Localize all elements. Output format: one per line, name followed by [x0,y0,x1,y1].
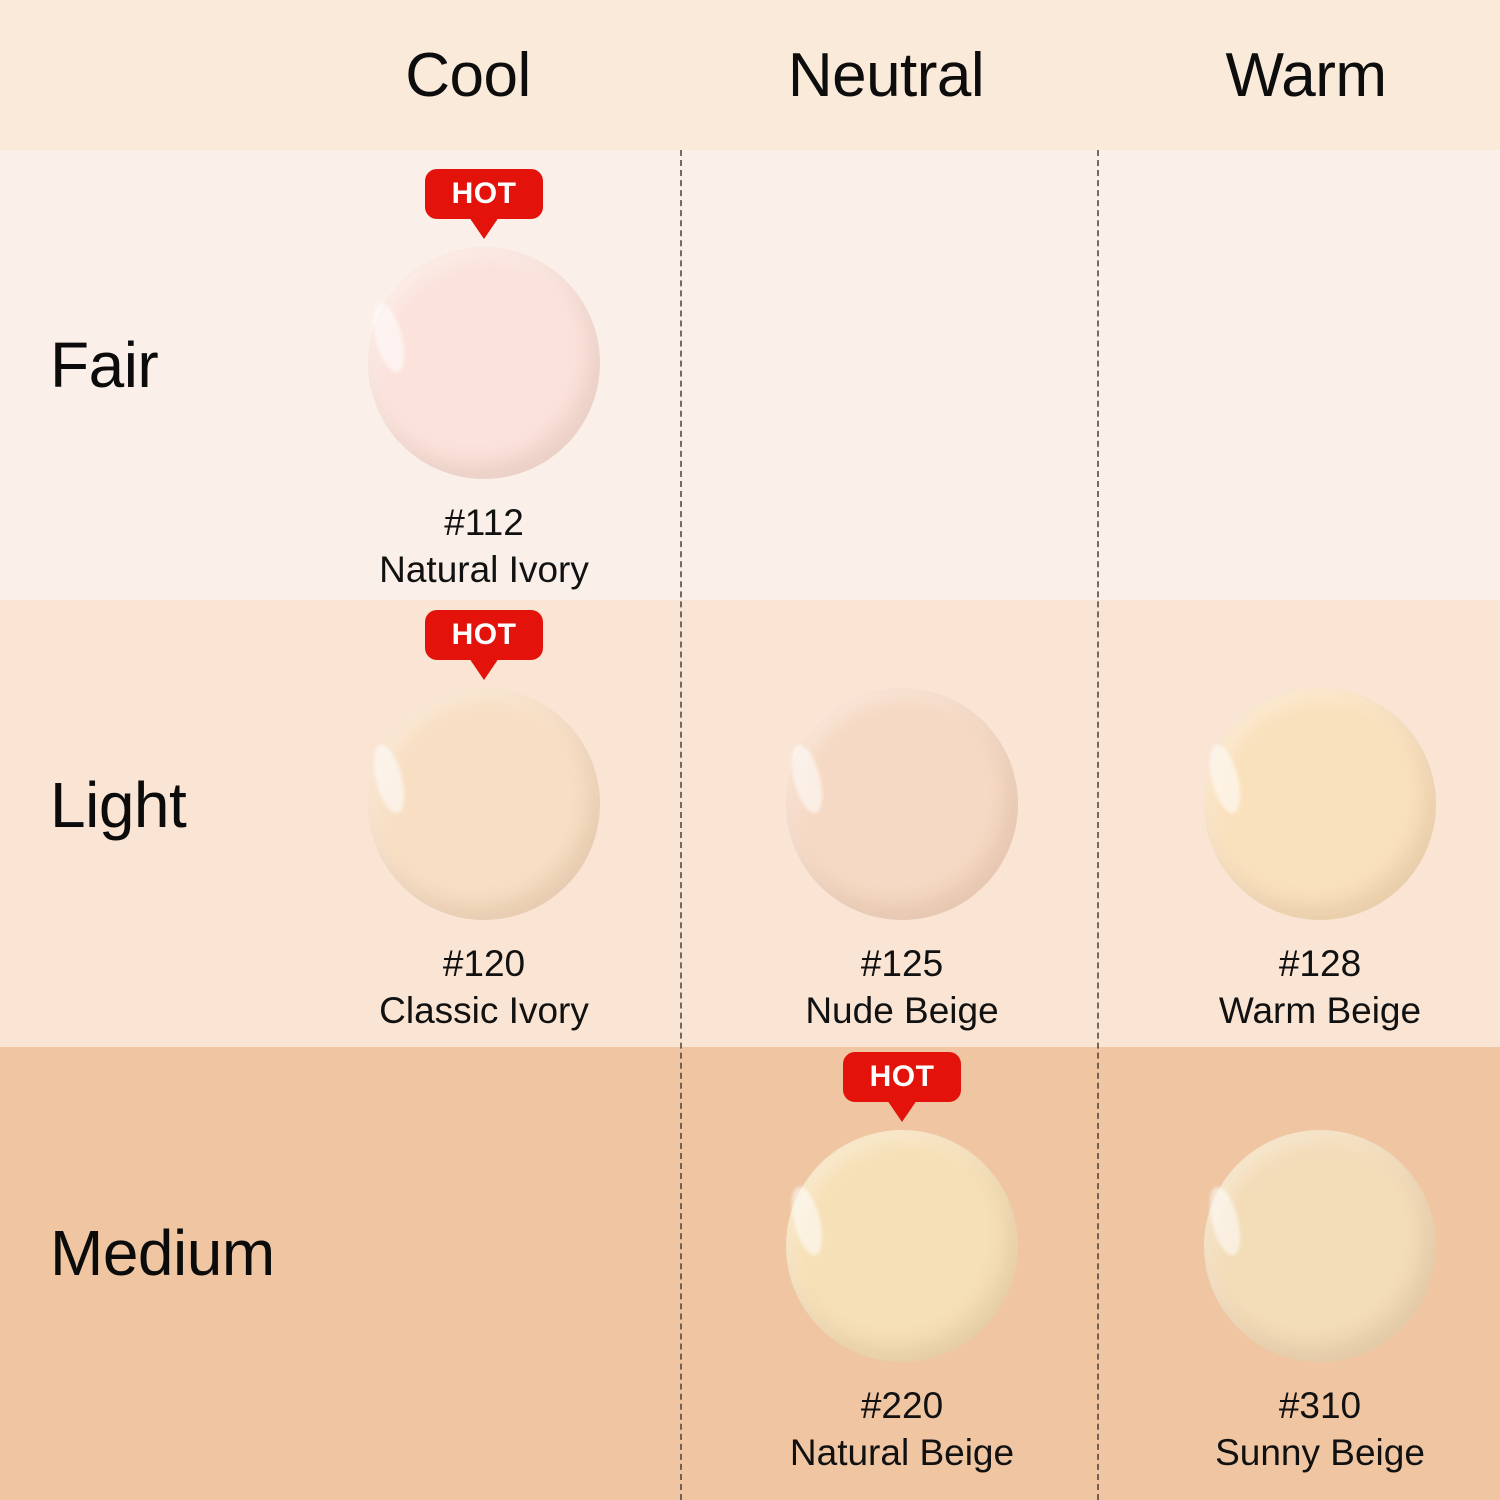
swatch-name: Classic Ivory [379,990,589,1032]
shade-swatch-112[interactable] [368,247,600,479]
swatch-wrapper: HOT [368,169,600,479]
swatch-name: Natural Ivory [379,549,589,591]
swatch-wrapper [1204,1130,1436,1362]
swatch-code: #112 [444,502,524,543]
column-header-neutral: Neutral [787,40,985,110]
swatch-code: #128 [1278,943,1362,984]
swatch-code: #120 [442,943,526,984]
column-header-warm: Warm [1225,40,1388,110]
swatch-caption: #120 Classic Ivory [379,940,589,1035]
swatch-cell-120[interactable]: HOT #120 Classic Ivory [274,610,694,1035]
swatch-name: Sunny Beige [1215,1432,1425,1474]
shade-swatch-120[interactable] [368,688,600,920]
swatch-name: Natural Beige [789,1432,1015,1474]
row-label-medium: Medium [50,1217,275,1289]
swatch-caption: #125 Nude Beige [805,940,998,1035]
swatch-wrapper: HOT [368,610,600,920]
hot-badge-label: HOT [869,1060,935,1093]
swatch-caption: #310 Sunny Beige [1215,1382,1425,1477]
swatch-name: Warm Beige [1218,990,1422,1032]
swatch-cell-125[interactable]: #125 Nude Beige [692,688,1112,1035]
swatch-cell-310[interactable]: #310 Sunny Beige [1110,1130,1500,1477]
hot-badge: HOT [425,610,543,660]
swatch-cell-112[interactable]: HOT #112 Natural Ivory [274,169,694,594]
hot-badge-label: HOT [451,618,517,651]
row-band-fair [0,150,1500,600]
swatch-code: #220 [860,1385,944,1426]
swatch-caption: #128 Warm Beige [1219,940,1421,1035]
column-header-band [0,0,1500,150]
swatch-code: #310 [1278,1385,1362,1426]
hot-badge-label: HOT [451,177,517,210]
row-label-fair: Fair [50,329,159,401]
hot-badge: HOT [425,169,543,219]
swatch-wrapper: HOT [786,1052,1018,1362]
swatch-caption: #112 Natural Ivory [379,499,589,594]
swatch-code: #125 [860,943,944,984]
swatch-wrapper [786,688,1018,920]
swatch-cell-128[interactable]: #128 Warm Beige [1110,688,1500,1035]
shade-swatch-220[interactable] [786,1130,1018,1362]
column-divider-1 [680,150,682,1500]
shade-swatch-128[interactable] [1204,688,1436,920]
swatch-name: Nude Beige [805,990,999,1032]
swatch-cell-220[interactable]: HOT #220 Natural Beige [692,1052,1112,1477]
hot-badge: HOT [843,1052,961,1102]
swatch-caption: #220 Natural Beige [790,1382,1014,1477]
column-divider-2 [1097,150,1099,1500]
row-label-light: Light [50,769,187,841]
shade-swatch-125[interactable] [786,688,1018,920]
column-header-cool: Cool [405,40,531,110]
shade-swatch-310[interactable] [1204,1130,1436,1362]
swatch-wrapper [1204,688,1436,920]
